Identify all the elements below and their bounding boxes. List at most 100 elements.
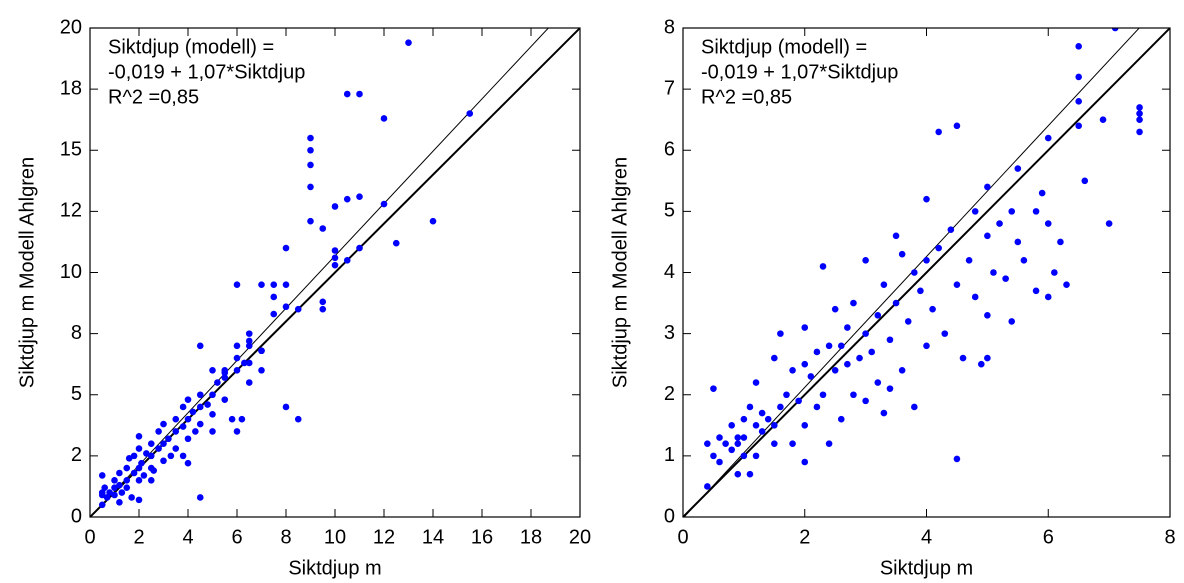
point <box>917 287 924 295</box>
y-tick-label: 6 <box>664 139 675 161</box>
point <box>172 415 180 423</box>
point <box>1032 287 1040 295</box>
point <box>196 391 204 399</box>
annotation: Siktdjup (modell) = <box>701 36 867 58</box>
point <box>1057 238 1064 246</box>
point <box>977 360 985 368</box>
identity-line <box>90 28 580 517</box>
point <box>813 403 821 411</box>
point <box>111 484 118 491</box>
point <box>752 422 760 429</box>
y-tick-label: 8 <box>664 16 675 38</box>
point <box>801 360 809 368</box>
point <box>245 330 253 337</box>
point <box>1044 220 1052 227</box>
y-tick-label: 3 <box>664 322 675 344</box>
point <box>192 428 199 435</box>
point <box>959 354 967 362</box>
point <box>165 435 172 443</box>
point <box>929 305 936 313</box>
point <box>996 220 1003 227</box>
point <box>1075 73 1082 81</box>
point <box>214 379 221 386</box>
point <box>911 269 918 276</box>
plot-area <box>683 28 1170 517</box>
point <box>898 367 906 374</box>
point <box>789 440 796 447</box>
point <box>233 428 241 435</box>
x-tick-label: 4 <box>182 526 193 548</box>
point <box>1105 220 1113 227</box>
point <box>101 484 108 491</box>
point <box>331 247 339 254</box>
point <box>167 452 175 460</box>
point <box>179 452 187 460</box>
point <box>331 203 339 210</box>
point <box>892 232 900 240</box>
point <box>898 250 906 258</box>
point <box>990 269 997 276</box>
y-tick-label: 0 <box>664 505 675 527</box>
point <box>331 254 339 262</box>
panel: 0 2 4 6 8 10 12 14 16 18 20 0 2 5 8 10 12 15 18 20 Siktdjup … <box>16 16 591 579</box>
point <box>319 298 327 306</box>
x-tick-label: 2 <box>799 526 810 548</box>
point <box>862 256 869 264</box>
point <box>874 379 882 386</box>
point <box>880 281 888 289</box>
point <box>179 423 187 430</box>
point <box>111 491 118 499</box>
point <box>98 491 106 499</box>
point <box>734 470 742 478</box>
annotation: -0,019 + 1,07*Siktdjup <box>108 61 305 83</box>
y-tick-label: 5 <box>71 383 82 405</box>
point <box>282 303 290 311</box>
point <box>1136 116 1143 123</box>
point <box>130 469 138 477</box>
point <box>282 244 290 252</box>
point <box>984 311 991 319</box>
y-tick-label: 4 <box>664 261 675 283</box>
point <box>771 422 778 429</box>
point <box>807 373 815 380</box>
y-tick-label: 2 <box>664 383 675 405</box>
point <box>965 256 973 264</box>
point <box>971 293 979 301</box>
point <box>862 397 869 405</box>
point <box>758 428 766 435</box>
point <box>953 455 961 463</box>
identity-line <box>683 28 1170 517</box>
point <box>710 385 717 392</box>
point <box>319 305 327 313</box>
point <box>1051 269 1058 276</box>
point <box>140 472 148 479</box>
point <box>209 428 216 435</box>
point <box>971 208 979 215</box>
point <box>704 483 711 490</box>
point <box>1075 122 1082 130</box>
point <box>356 90 363 98</box>
point <box>1032 208 1040 215</box>
point <box>801 458 809 466</box>
x-tick-label: 16 <box>471 526 493 548</box>
point <box>147 440 155 447</box>
x-tick-label: 20 <box>569 526 591 548</box>
point <box>734 440 742 447</box>
point <box>307 146 314 154</box>
point <box>752 452 760 460</box>
point <box>1075 43 1082 50</box>
x-tick-label: 6 <box>1043 526 1054 548</box>
point <box>116 499 123 506</box>
point <box>1081 177 1089 185</box>
point <box>740 434 748 441</box>
x-tick-label: 18 <box>520 526 542 548</box>
point <box>189 408 197 416</box>
point <box>118 489 126 496</box>
point <box>307 161 314 169</box>
point <box>106 489 113 496</box>
point <box>716 434 723 441</box>
point <box>245 342 253 350</box>
point <box>923 256 930 264</box>
point <box>258 347 265 355</box>
